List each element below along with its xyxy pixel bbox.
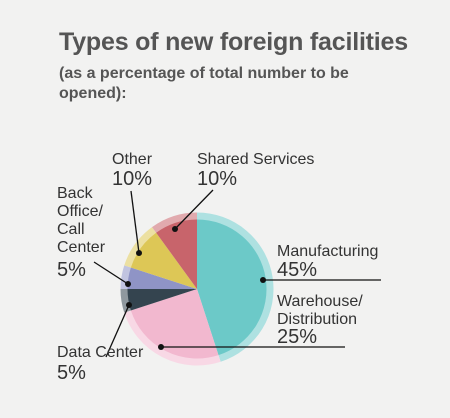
- chart-title: Types of new foreign facilities: [59, 28, 408, 56]
- leader-dot-data-center: [126, 302, 132, 308]
- pie-rim-shared-services: [152, 212, 198, 233]
- label-value-back-office-call-center: 5%: [57, 259, 86, 281]
- leader-dot-warehouse-distribution: [158, 344, 164, 350]
- label-name-back-office-call-center: Back Office/Call Center: [57, 185, 106, 256]
- label-value-manufacturing: 45%: [277, 259, 317, 281]
- pie-slice-manufacturing: [197, 219, 267, 356]
- pie-slice-other: [130, 232, 197, 289]
- leader-line-other: [130, 190, 140, 254]
- leader-dot-other: [136, 250, 142, 256]
- pie-rim-data-center: [120, 288, 131, 313]
- pie-rim-warehouse-distribution: [124, 310, 221, 366]
- leader-dot-manufacturing: [260, 277, 266, 283]
- leader-dot-back-office-call-center: [125, 281, 131, 287]
- pie-slice-data-center: [127, 289, 197, 311]
- label-name-warehouse-distribution: Warehouse/Distribution: [277, 293, 363, 328]
- label-name-manufacturing: Manufacturing: [277, 243, 378, 260]
- leader-line-shared-services: [174, 189, 214, 230]
- pie-slice-back-office-call-center: [127, 267, 197, 289]
- pie-slice-warehouse-distribution: [130, 289, 219, 359]
- pie-slice-shared-services: [155, 219, 197, 289]
- leader-dot-shared-services: [172, 226, 178, 232]
- leader-line-data-center: [105, 304, 130, 358]
- label-value-warehouse-distribution: 25%: [277, 326, 317, 348]
- leader-line-back-office-call-center: [93, 261, 129, 285]
- label-name-other: Other: [112, 151, 153, 168]
- chart-subtitle: (as a percentage of total number to be o…: [59, 65, 349, 102]
- label-name-shared-services: Shared Services: [197, 151, 314, 168]
- pie-rim-back-office-call-center: [120, 265, 131, 290]
- label-value-other: 10%: [112, 168, 152, 190]
- label-value-shared-services: 10%: [197, 168, 237, 190]
- label-name-data-center: Data Center: [57, 344, 144, 361]
- pie-rim-manufacturing: [196, 212, 274, 362]
- label-value-data-center: 5%: [57, 362, 86, 384]
